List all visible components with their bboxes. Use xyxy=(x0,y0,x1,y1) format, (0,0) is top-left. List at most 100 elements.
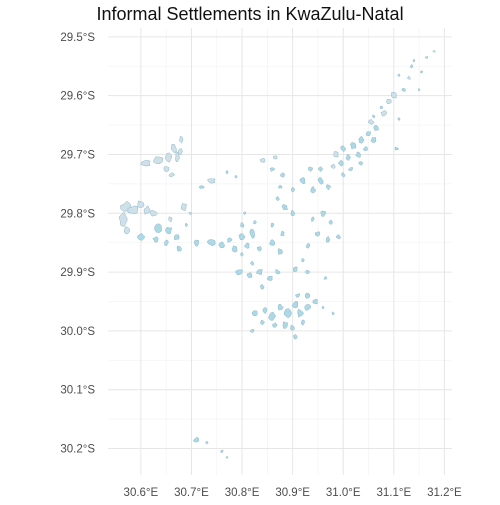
settlement-polygon xyxy=(290,324,295,331)
settlement-polygon xyxy=(154,223,162,233)
settlement-polygon xyxy=(333,151,339,158)
settlement-polygon xyxy=(269,167,276,172)
settlement-polygon xyxy=(292,266,298,273)
settlement-polygon xyxy=(220,449,224,453)
settlement-polygon xyxy=(256,245,262,252)
settlement-polygon xyxy=(345,154,352,161)
settlement-polygon xyxy=(179,136,184,144)
map-title: Informal Settlements in KwaZulu-Natal xyxy=(96,4,404,24)
settlement-polygon xyxy=(249,228,255,239)
settlement-polygon xyxy=(152,156,164,165)
settlement-polygon xyxy=(317,177,324,185)
settlement-polygon xyxy=(137,232,146,241)
settlement-polygon xyxy=(315,231,321,237)
y-axis: 29.5°S 29.6°S 29.7°S 29.8°S 29.9°S 30.0°S 30.1… xyxy=(60,32,95,456)
settlement-polygon xyxy=(188,211,193,215)
settlement-polygon xyxy=(420,70,423,74)
settlement-polygon xyxy=(225,169,229,175)
settlement-polygon xyxy=(341,172,346,178)
settlement-polygon xyxy=(244,242,250,249)
settlement-polygon xyxy=(347,167,354,172)
settlement-polygon xyxy=(358,135,365,144)
settlement-polygon xyxy=(380,109,388,117)
settlement-polygon xyxy=(312,298,318,305)
settlement-polygon xyxy=(227,237,233,243)
settlement-polygon xyxy=(331,311,335,315)
settlement-polygon xyxy=(338,159,344,167)
y-tick-label: 29.7°S xyxy=(60,149,95,161)
x-tick-label: 30.7°E xyxy=(174,487,209,499)
settlement-polygon xyxy=(325,236,331,243)
settlement-polygon xyxy=(330,163,336,169)
settlement-polygon xyxy=(250,328,255,334)
settlement-polygon xyxy=(127,205,139,215)
settlement-polygon xyxy=(373,125,379,131)
settlement-polygon xyxy=(205,441,209,445)
settlement-polygon xyxy=(275,268,281,275)
settlement-polygon xyxy=(250,260,254,266)
settlement-polygon xyxy=(240,252,244,257)
settlement-polygon xyxy=(368,119,375,125)
settlement-polygon xyxy=(425,56,429,59)
x-tick-label: 31.1°E xyxy=(376,487,411,499)
settlement-polygon xyxy=(335,234,341,240)
settlement-polygon xyxy=(180,203,187,212)
settlement-polygon xyxy=(432,50,436,53)
settlement-polygon xyxy=(246,272,253,278)
settlement-polygon xyxy=(281,204,288,211)
settlement-polygon xyxy=(305,242,311,249)
y-tick-label: 29.5°S xyxy=(60,32,95,44)
settlement-polygon xyxy=(372,114,376,119)
settlement-polygon xyxy=(358,161,363,166)
settlement-polygon xyxy=(291,186,296,193)
x-axis: 30.6°E 30.7°E 30.8°E 30.9°E 31.0°E 31.1°E 31.2… xyxy=(124,487,463,499)
settlement-polygon xyxy=(304,304,312,311)
settlement-polygon xyxy=(328,219,333,225)
settlement-polygon xyxy=(259,157,266,163)
settlement-polygon xyxy=(240,222,245,228)
settlement-polygon xyxy=(386,98,392,105)
settlement-polygon xyxy=(297,308,305,318)
settlement-polygon xyxy=(118,211,128,227)
settlement-polygon xyxy=(407,76,411,80)
settlement-polygon xyxy=(178,148,183,156)
settlement-polygon xyxy=(410,64,413,69)
settlement-polygon xyxy=(277,248,283,255)
settlement-polygon xyxy=(176,245,182,252)
settlement-polygon xyxy=(168,172,175,178)
settlement-polygon xyxy=(304,292,311,299)
settlement-polygon xyxy=(165,152,173,163)
settlement-polygon xyxy=(192,436,200,443)
grid-layer xyxy=(108,28,452,475)
settlement-polygon xyxy=(323,276,328,280)
settlement-polygon xyxy=(290,210,295,217)
settlement-polygon xyxy=(175,151,181,163)
settlement-polygon xyxy=(291,300,299,309)
settlement-polygon xyxy=(301,258,305,263)
settlement-polygon xyxy=(140,159,151,167)
settlement-polygon xyxy=(193,239,199,247)
settlement-polygon xyxy=(340,145,347,153)
settlement-polygon xyxy=(253,220,257,225)
settlement-polygon xyxy=(231,245,238,253)
settlement-polygon xyxy=(412,59,416,63)
settlement-polygon xyxy=(318,166,323,172)
settlement-polygon xyxy=(370,136,377,143)
settlement-polygon xyxy=(137,200,145,208)
settlement-polygon xyxy=(165,227,173,235)
settlement-polygon xyxy=(280,172,285,178)
settlement-polygon xyxy=(164,239,169,246)
y-tick-label: 30.1°S xyxy=(60,385,95,397)
settlement-polygon xyxy=(301,319,305,326)
settlement-polygon xyxy=(243,211,247,215)
settlement-polygon xyxy=(397,117,401,121)
settlement-polygon xyxy=(326,184,332,191)
x-tick-label: 31.0°E xyxy=(326,487,361,499)
settlement-polygon xyxy=(259,319,265,325)
settlement-polygon xyxy=(418,88,421,92)
settlement-polygon xyxy=(272,155,278,160)
settlement-polygon xyxy=(394,146,399,151)
settlement-layer xyxy=(118,50,436,459)
settlement-polygon xyxy=(268,239,275,246)
